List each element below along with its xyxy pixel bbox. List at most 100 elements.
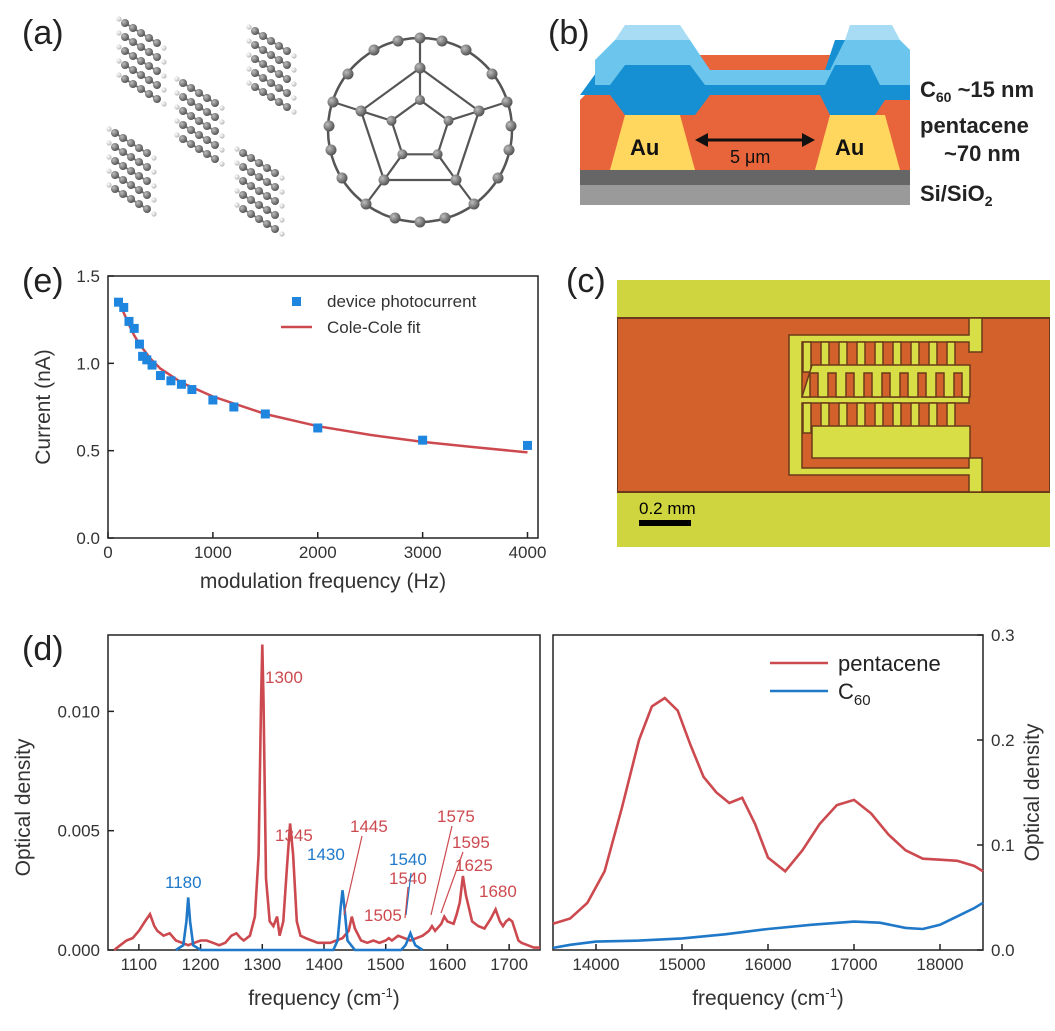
x-tick-label: 17000 bbox=[830, 955, 877, 974]
peak-leader-line bbox=[405, 872, 412, 916]
x-tick-label: 1300 bbox=[243, 955, 281, 974]
x-tick-label: 1200 bbox=[182, 955, 220, 974]
peak-label: 1540 bbox=[389, 869, 427, 888]
pentacene-vis-line bbox=[552, 696, 984, 926]
x-tick-label: 3000 bbox=[404, 543, 442, 562]
peak-label: 1505 bbox=[364, 906, 402, 925]
c60-ir-line bbox=[175, 890, 424, 952]
peak-label: 1595 bbox=[452, 833, 490, 852]
y-tick-label: 0.2 bbox=[991, 731, 1015, 750]
electrode-left-label: Au bbox=[630, 135, 659, 160]
plot-frame bbox=[107, 634, 541, 951]
x-tick-label: 1000 bbox=[194, 543, 232, 562]
x-tick-label: 1100 bbox=[121, 955, 158, 974]
y-tick-label: 0.005 bbox=[57, 822, 100, 841]
peak-leader-line bbox=[404, 886, 409, 919]
x-axis-title: modulation frequency (Hz) bbox=[200, 570, 446, 593]
x-tick-label: 0 bbox=[103, 543, 112, 562]
data-point bbox=[166, 376, 176, 386]
panel-label-a: (a) bbox=[22, 14, 64, 52]
x-tick-label: 1600 bbox=[429, 955, 467, 974]
micrograph: 0.2 mm bbox=[617, 280, 1050, 547]
peak-label: 1430 bbox=[307, 845, 345, 864]
legend-label-c60: C60 bbox=[838, 679, 871, 709]
legend-marker-photocurrent bbox=[292, 297, 301, 306]
peak-leader-line bbox=[440, 851, 464, 914]
data-point bbox=[229, 402, 239, 412]
data-point bbox=[119, 302, 129, 312]
y-tick-label: 0.010 bbox=[57, 702, 100, 721]
chart-ir-spectrum: 1100 1200 1300 1400 1500 1600 1700 0.000 0.005 0.… bbox=[12, 634, 541, 1010]
x-axis-title: frequency (cm-1) bbox=[248, 985, 400, 1010]
x-tick-label: 1400 bbox=[305, 955, 343, 974]
electrode-right-label: Au bbox=[835, 135, 864, 160]
peak-label: 1445 bbox=[350, 817, 388, 836]
peak-label: 1345 bbox=[275, 826, 313, 845]
fit-line bbox=[117, 300, 528, 454]
legend-label-fit: Cole-Cole fit bbox=[327, 318, 421, 337]
data-point bbox=[142, 355, 152, 365]
peak-leader-line bbox=[430, 825, 453, 916]
panel-label-e: (e) bbox=[22, 262, 64, 300]
peak-label: 1680 bbox=[479, 882, 517, 901]
data-point bbox=[176, 379, 186, 389]
molecule-illustration bbox=[105, 15, 517, 238]
x-axis-title: frequency (cm-1) bbox=[692, 985, 844, 1010]
x-tick-label: 18000 bbox=[916, 955, 963, 974]
legend-label-photocurrent: device photocurrent bbox=[327, 292, 477, 311]
plot-frame bbox=[107, 275, 539, 539]
y-tick-label: 0.5 bbox=[76, 442, 100, 461]
x-tick-label: 14000 bbox=[572, 955, 619, 974]
peak-label: 1625 bbox=[455, 856, 493, 875]
chart-visible-spectrum: 14000 15000 16000 17000 18000 0.0 0.1 0.2 0.3 pen… bbox=[552, 626, 1044, 1010]
data-point bbox=[313, 423, 323, 433]
peak-label: 1300 bbox=[265, 668, 303, 687]
data-point bbox=[523, 440, 533, 450]
panel-label-c: (c) bbox=[566, 262, 606, 300]
y-tick-label: 0.0 bbox=[991, 941, 1015, 960]
y-axis-title: Current (nA) bbox=[32, 349, 55, 465]
data-point bbox=[155, 371, 165, 381]
device-cross-section: Au Au 5 μm C60 ~15 nm pentacene ~70 nm S… bbox=[580, 25, 1034, 209]
x-tick-label: 2000 bbox=[299, 543, 337, 562]
panel-label-b: (b) bbox=[548, 14, 590, 52]
data-point bbox=[187, 385, 197, 395]
peak-label: 1180 bbox=[165, 873, 202, 892]
data-point bbox=[260, 409, 270, 419]
data-point bbox=[208, 395, 218, 405]
data-point bbox=[134, 339, 144, 349]
pentacene-ir-line bbox=[113, 644, 540, 952]
data-point bbox=[113, 297, 123, 307]
panel-label-d: (d) bbox=[22, 630, 64, 668]
data-point bbox=[129, 323, 139, 333]
y-tick-label: 0.0 bbox=[76, 529, 100, 548]
gap-label: 5 μm bbox=[730, 147, 770, 167]
y-tick-label: 1.0 bbox=[76, 354, 100, 373]
peak-label: 1540 bbox=[389, 850, 427, 869]
pentacene-layer-label: pentacene bbox=[920, 113, 1029, 138]
x-tick-label: 1700 bbox=[490, 955, 528, 974]
data-point bbox=[418, 435, 428, 445]
x-tick-label: 15000 bbox=[658, 955, 705, 974]
y-tick-label: 0.1 bbox=[991, 836, 1015, 855]
y-axis-title: Optical density bbox=[1021, 723, 1044, 861]
plot-frame bbox=[552, 634, 984, 951]
x-tick-label: 4000 bbox=[509, 543, 547, 562]
y-tick-label: 1.5 bbox=[76, 267, 100, 286]
data-point bbox=[124, 316, 134, 326]
x-tick-label: 16000 bbox=[744, 955, 791, 974]
substrate-label: Si/SiO2 bbox=[920, 181, 993, 209]
c60-layer-label: C60 ~15 nm bbox=[920, 77, 1034, 105]
data-point bbox=[147, 360, 157, 370]
c60-vis-line bbox=[552, 901, 984, 950]
scale-label: 0.2 mm bbox=[639, 499, 696, 518]
y-tick-label: 0.3 bbox=[991, 626, 1015, 645]
chart-photocurrent: 0 1000 2000 3000 4000 0.0 0.5 1.0 1.5 modulation … bbox=[32, 267, 547, 593]
x-tick-label: 1500 bbox=[367, 955, 405, 974]
peak-leader-line bbox=[343, 835, 363, 916]
y-axis-title: Optical density bbox=[12, 738, 35, 876]
legend-label-pentacene: pentacene bbox=[838, 651, 941, 676]
y-tick-label: 0.000 bbox=[57, 941, 100, 960]
scale-bar bbox=[639, 520, 691, 526]
pentacene-thickness-label: ~70 nm bbox=[944, 141, 1020, 166]
